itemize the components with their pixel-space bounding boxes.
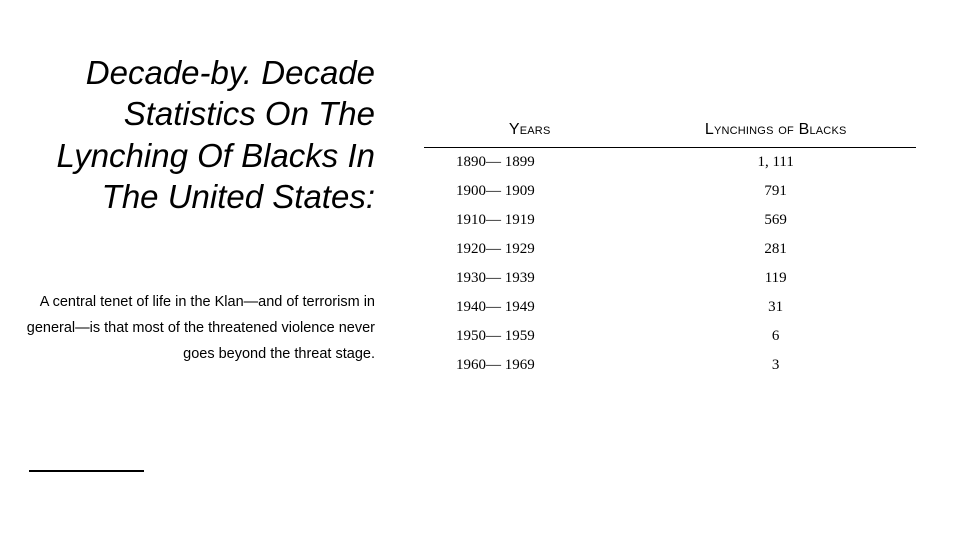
cell-years: 1930— 1939 — [424, 264, 635, 293]
cell-years: 1950— 1959 — [424, 322, 635, 351]
col-header-lynchings: Lynchings of Blacks — [635, 115, 916, 148]
data-table-region: Years Lynchings of Blacks 1890— 18991, 1… — [424, 115, 916, 380]
table-row: 1900— 1909791 — [424, 177, 916, 206]
lynchings-table: Years Lynchings of Blacks 1890— 18991, 1… — [424, 115, 916, 380]
cell-count: 281 — [635, 235, 916, 264]
table-body: 1890— 18991, 1111900— 19097911910— 19195… — [424, 148, 916, 381]
cell-years: 1890— 1899 — [424, 148, 635, 178]
cell-count: 119 — [635, 264, 916, 293]
slide-caption: A central tenet of life in the Klan—and … — [20, 289, 375, 367]
col-header-years: Years — [424, 115, 635, 148]
cell-count: 31 — [635, 293, 916, 322]
cell-count: 791 — [635, 177, 916, 206]
cell-years: 1960— 1969 — [424, 351, 635, 380]
cell-years: 1920— 1929 — [424, 235, 635, 264]
table-row: 1940— 194931 — [424, 293, 916, 322]
slide-title: Decade-by. Decade Statistics On The Lync… — [20, 52, 375, 217]
cell-count: 1, 111 — [635, 148, 916, 178]
table-header-row: Years Lynchings of Blacks — [424, 115, 916, 148]
table-row: 1910— 1919569 — [424, 206, 916, 235]
cell-count: 3 — [635, 351, 916, 380]
table-row: 1930— 1939119 — [424, 264, 916, 293]
cell-years: 1900— 1909 — [424, 177, 635, 206]
cell-count: 6 — [635, 322, 916, 351]
table-row: 1920— 1929281 — [424, 235, 916, 264]
accent-divider — [29, 470, 144, 472]
table-row: 1950— 19596 — [424, 322, 916, 351]
cell-years: 1940— 1949 — [424, 293, 635, 322]
cell-count: 569 — [635, 206, 916, 235]
table-row: 1960— 19693 — [424, 351, 916, 380]
left-column: Decade-by. Decade Statistics On The Lync… — [20, 52, 375, 367]
table-row: 1890— 18991, 111 — [424, 148, 916, 178]
cell-years: 1910— 1919 — [424, 206, 635, 235]
